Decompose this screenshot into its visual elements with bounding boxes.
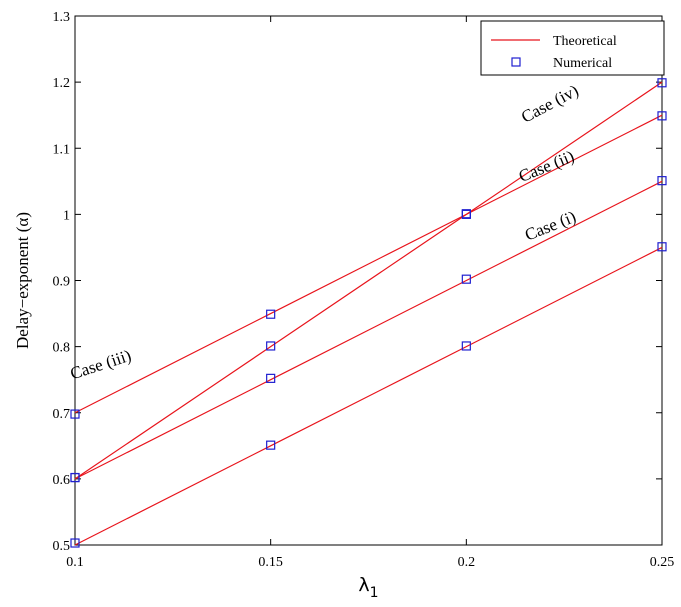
theoretical-line-2 <box>74 180 663 480</box>
x-axis-title-subscript: 1 <box>370 585 379 601</box>
numerical-point-3 <box>657 111 667 121</box>
numerical-point-1 <box>266 440 276 450</box>
series-markers <box>70 78 667 548</box>
series-lines <box>74 81 663 546</box>
numerical-point-3 <box>266 309 276 319</box>
numerical-point-2 <box>461 274 471 284</box>
y-tick-label: 1 <box>63 208 70 223</box>
legend-label-numerical: Numerical <box>553 56 612 71</box>
numerical-point-4 <box>657 78 667 88</box>
x-axis-title: λ1 <box>358 574 378 601</box>
numerical-point-1 <box>70 538 80 548</box>
theoretical-line-1 <box>74 246 663 546</box>
numerical-point-4 <box>70 472 80 483</box>
numerical-point-2 <box>657 176 667 186</box>
y-tick-label: 0.5 <box>53 539 71 554</box>
y-tick-label: 0.8 <box>53 341 71 356</box>
x-tick-label: 0.2 <box>458 555 476 570</box>
y-axis-title: Delay−exponent (α) <box>13 212 32 349</box>
numerical-point-2 <box>266 373 276 383</box>
y-tick-label: 1.2 <box>53 76 71 91</box>
numerical-point-4 <box>266 341 276 351</box>
numerical-point-3 <box>70 409 80 419</box>
x-tick-label: 0.25 <box>650 555 675 570</box>
legend-label-theoretical: Theoretical <box>553 34 617 49</box>
theoretical-line-3 <box>74 114 663 414</box>
numerical-point-4 <box>461 209 471 219</box>
x-tick-label: 0.1 <box>66 555 84 570</box>
y-tick-label: 0.9 <box>53 275 71 290</box>
y-tick-label: 1.1 <box>53 142 71 157</box>
legend-swatch-numerical <box>511 57 521 67</box>
numerical-point-1 <box>657 242 667 252</box>
y-tick-label: 0.6 <box>53 473 71 488</box>
x-tick-label: 0.15 <box>258 555 283 570</box>
numerical-point-1 <box>461 341 471 351</box>
y-tick-label: 1.3 <box>53 10 71 25</box>
x-axis-title-main: λ <box>358 574 369 596</box>
legend: Theoretical Numerical <box>480 20 665 76</box>
y-tick-label: 0.7 <box>53 407 71 422</box>
theoretical-line-4 <box>74 81 663 480</box>
